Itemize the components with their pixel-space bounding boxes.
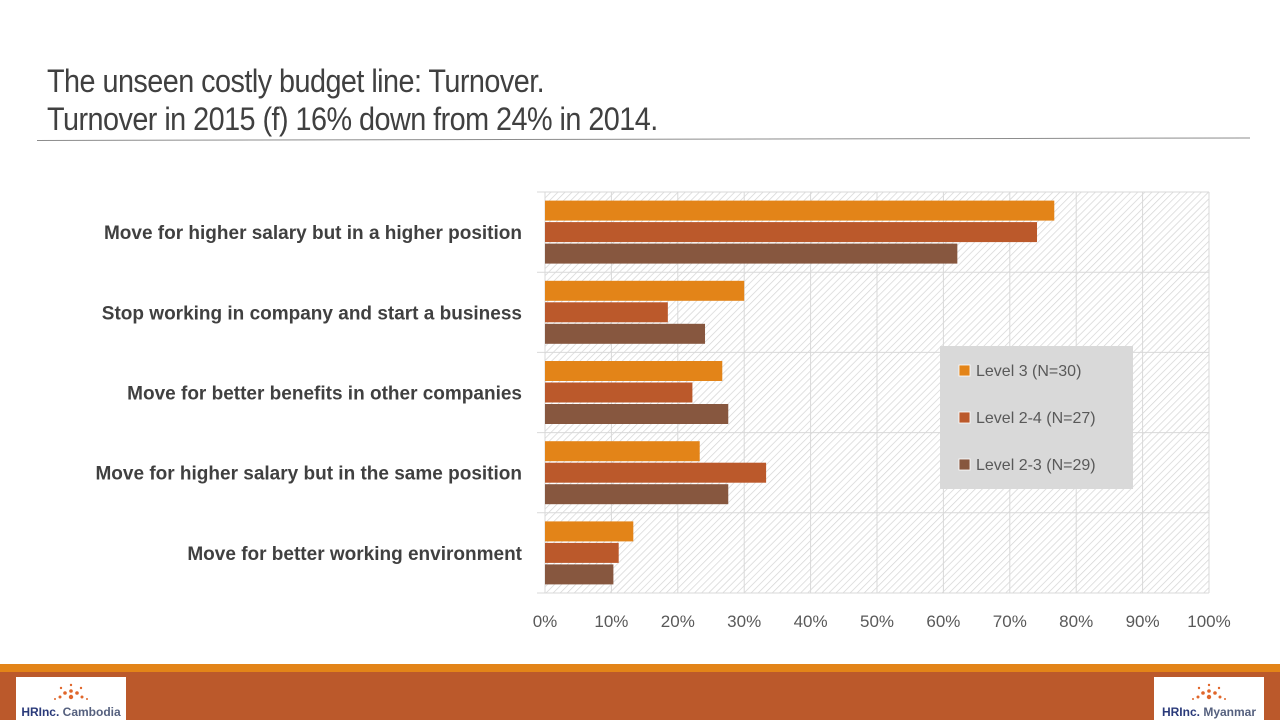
sunburst-icon <box>1192 683 1226 700</box>
category-label: Move for better working environment <box>187 544 522 565</box>
bar-3-4 <box>545 484 729 505</box>
legend-swatch <box>958 364 971 377</box>
logo-brand: HRInc. <box>21 705 60 719</box>
legend-swatch <box>958 458 971 471</box>
bars <box>545 200 1055 585</box>
legend-label: Level 3 (N=30) <box>976 363 1081 380</box>
x-tick-label: 70% <box>993 612 1027 631</box>
slide-title-line-2: Turnover in 2015 (f) 16% down from 24% i… <box>47 101 658 137</box>
category-labels: Move for higher salary but in a higher p… <box>95 223 522 565</box>
sunburst-icon <box>54 683 88 700</box>
bar-chart: Move for higher salary but in a higher p… <box>95 191 1231 631</box>
x-tick-label: 60% <box>926 612 960 631</box>
x-tick-label: 50% <box>860 612 894 631</box>
logo-place: Cambodia <box>62 705 121 719</box>
slide-title-line-1: The unseen costly budget line: Turnover. <box>47 63 545 99</box>
x-tick-label: 20% <box>661 612 695 631</box>
bar-3-1 <box>545 243 958 264</box>
bar-1-1 <box>545 200 1055 221</box>
category-label: Move for higher salary but in a higher p… <box>104 223 522 244</box>
x-tick-label: 40% <box>794 612 828 631</box>
slide-title: The unseen costly budget line: Turnover.… <box>47 62 658 138</box>
hrinc-myanmar-logo: HRInc. Myanmar <box>1154 677 1264 720</box>
category-label: Move for better benefits in other compan… <box>127 384 522 405</box>
hrinc-cambodia-logo: HRInc. Cambodia <box>16 677 126 720</box>
bar-2-4 <box>545 462 767 483</box>
x-tick-label: 90% <box>1126 612 1160 631</box>
logo-place: Myanmar <box>1203 705 1257 719</box>
x-tick-label: 100% <box>1187 612 1230 631</box>
x-tick-label: 10% <box>594 612 628 631</box>
legend-swatch <box>958 411 971 424</box>
bar-2-5 <box>545 542 619 563</box>
x-tick-label: 30% <box>727 612 761 631</box>
bar-1-4 <box>545 441 700 462</box>
category-label: Move for higher salary but in the same p… <box>95 464 522 485</box>
bar-2-1 <box>545 222 1038 243</box>
legend: Level 3 (N=30) Level 2-4 (N=27) Level 2-3 … <box>940 346 1133 489</box>
bar-1-5 <box>545 521 634 542</box>
bar-2-3 <box>545 382 693 403</box>
bar-2-2 <box>545 302 668 323</box>
legend-label: Level 2-3 (N=29) <box>976 457 1096 474</box>
bar-1-3 <box>545 361 723 381</box>
bar-3-3 <box>545 404 729 424</box>
x-tick-label: 80% <box>1059 612 1093 631</box>
bar-3-2 <box>545 323 706 344</box>
footer-band <box>0 672 1280 720</box>
bar-3-5 <box>545 564 614 585</box>
logo-brand: HRInc. <box>1161 705 1200 719</box>
legend-box <box>940 346 1133 489</box>
x-tick-label: 0% <box>533 612 558 631</box>
x-tick-labels: 0% 10% 20% 30% 40% 50% 60% 70% 80% 90% 100% <box>533 612 1231 631</box>
bar-1-2 <box>545 280 745 301</box>
footer-stripe <box>0 664 1280 672</box>
category-label: Stop working in company and start a busi… <box>102 303 522 324</box>
legend-label: Level 2-4 (N=27) <box>976 410 1096 427</box>
